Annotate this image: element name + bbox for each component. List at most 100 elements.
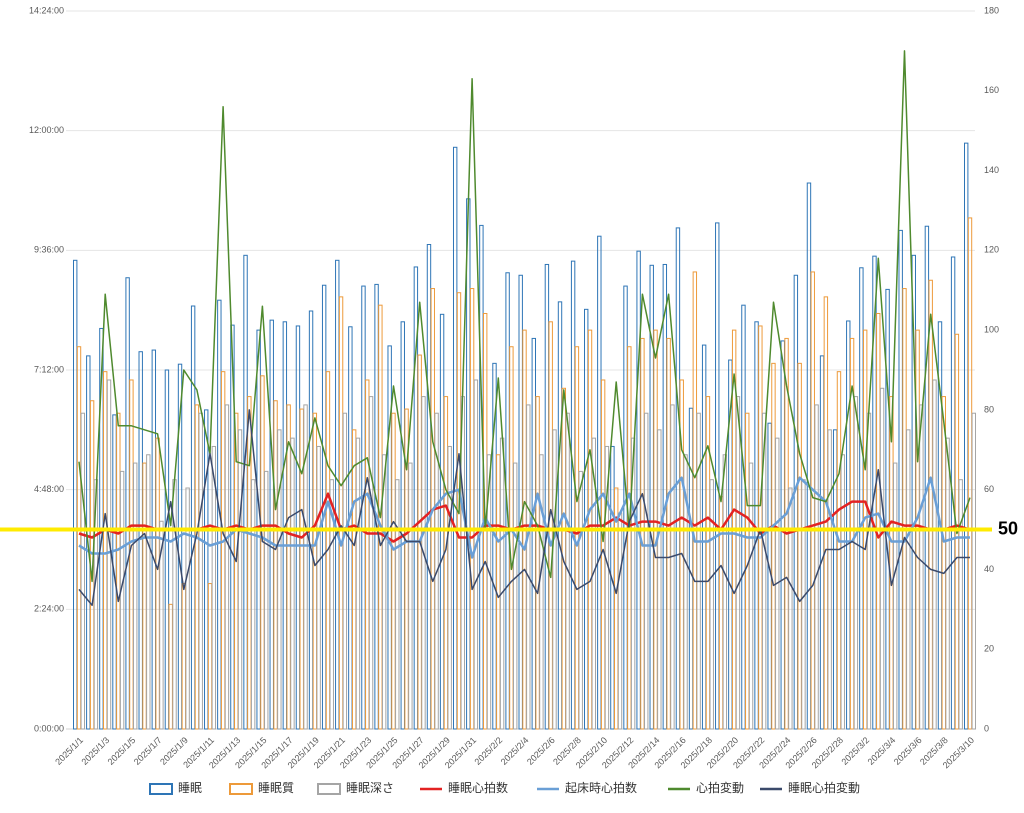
bar [801, 479, 806, 730]
bar [211, 445, 217, 730]
legend-swatch [317, 783, 341, 795]
bar [381, 454, 387, 730]
legend-label: 睡眠 [178, 781, 202, 795]
bar [237, 429, 243, 730]
bar [761, 412, 767, 730]
bar [151, 349, 157, 730]
bar [846, 320, 851, 730]
x-tick-label: 2025/3/2 [839, 735, 871, 767]
bar [696, 412, 701, 730]
bar [447, 445, 452, 730]
bar [129, 379, 134, 730]
bar [879, 387, 885, 730]
bar [368, 396, 374, 730]
bar [932, 379, 937, 730]
x-tick-label: 2025/1/3 [79, 735, 111, 767]
y-tick-label: 14:24:00 [29, 5, 64, 15]
bar [224, 404, 230, 730]
bar [295, 325, 301, 730]
x-tick-label: 2025/2/4 [499, 735, 531, 767]
bar [754, 321, 759, 730]
bar [142, 462, 147, 730]
bar [155, 437, 160, 730]
bar [570, 260, 576, 730]
bar [103, 371, 108, 730]
bar [806, 182, 812, 730]
y2-tick-label: 180 [984, 5, 999, 15]
bar [452, 146, 458, 730]
bar [273, 400, 278, 730]
bar [565, 412, 570, 730]
bar [819, 355, 825, 730]
bar [469, 288, 475, 730]
y-tick-label: 4:48:00 [34, 484, 64, 494]
bar [198, 412, 203, 730]
bar [578, 470, 583, 730]
y2-tick-label: 140 [984, 165, 999, 175]
legend-label: 睡眠深さ [346, 781, 394, 795]
x-tick-label: 2025/1/1 [53, 735, 85, 767]
bar [840, 454, 845, 730]
bar [574, 346, 580, 730]
bar [544, 263, 550, 730]
bar [876, 312, 881, 730]
bar [898, 229, 903, 730]
legend-label: 心拍変動 [696, 780, 744, 795]
line-series [78, 409, 970, 607]
bar [662, 263, 668, 730]
bar [823, 296, 829, 730]
bar [535, 396, 540, 730]
bar [853, 396, 859, 730]
bar [496, 454, 501, 730]
bar [709, 479, 714, 730]
bar [919, 404, 924, 730]
y2-tick-label: 120 [984, 245, 999, 255]
bar [207, 583, 213, 730]
bar [906, 429, 911, 730]
bar [351, 429, 357, 730]
bar [814, 404, 819, 730]
bar [597, 235, 602, 730]
bar [106, 379, 112, 730]
bar [928, 279, 933, 730]
bar [771, 362, 776, 730]
legend-swatch [229, 783, 253, 795]
y-tick-label: 2:24:00 [34, 604, 64, 614]
legend-item: 睡眠質 [229, 780, 294, 795]
bar [400, 321, 405, 730]
bar [119, 470, 125, 730]
y2-tick-label: 80 [984, 404, 994, 414]
x-tick-label: 2025/3/4 [866, 735, 898, 767]
bar [299, 408, 304, 730]
x-tick-label: 2025/2/6 [525, 735, 557, 767]
bar [889, 396, 894, 730]
x-tick-label: 2025/1/5 [106, 735, 138, 767]
bar [426, 244, 432, 730]
bar [793, 274, 799, 730]
bar [610, 445, 615, 730]
bar [644, 412, 649, 730]
bar [683, 454, 688, 730]
bar [666, 337, 671, 730]
bar [604, 445, 610, 730]
legend-item: 睡眠心拍変動 [760, 780, 860, 795]
bar [518, 274, 523, 730]
bar [473, 379, 479, 730]
bar [335, 259, 340, 730]
bar [159, 520, 164, 730]
bar [338, 296, 344, 730]
bar [243, 254, 248, 730]
bar [190, 305, 196, 730]
bar [630, 437, 636, 730]
bar [408, 462, 413, 730]
bar [509, 346, 514, 730]
bar [146, 454, 151, 730]
bar [675, 227, 681, 730]
bar [499, 437, 505, 730]
bar [466, 198, 471, 730]
bar [479, 224, 484, 730]
bar [945, 437, 950, 730]
bar [591, 437, 597, 730]
bar [924, 225, 930, 730]
bar [531, 337, 537, 730]
